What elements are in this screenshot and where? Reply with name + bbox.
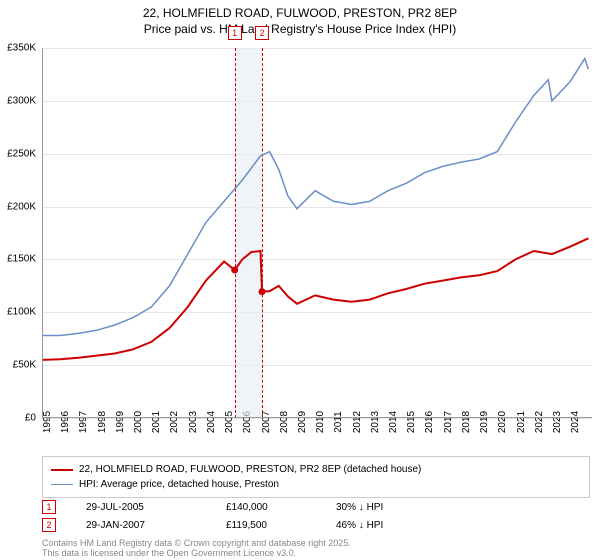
legend-label: 22, HOLMFIELD ROAD, FULWOOD, PRESTON, PR… xyxy=(79,464,421,475)
footer-line-1: Contains HM Land Registry data © Crown c… xyxy=(42,538,351,548)
marker-point xyxy=(231,267,238,274)
title-line-1: 22, HOLMFIELD ROAD, FULWOOD, PRESTON, PR… xyxy=(0,6,600,22)
legend-row: 22, HOLMFIELD ROAD, FULWOOD, PRESTON, PR… xyxy=(51,462,581,477)
marker-box: 1 xyxy=(228,26,242,40)
y-tick-label: £100K xyxy=(0,307,36,318)
legend-swatch xyxy=(51,484,73,486)
y-tick-label: £200K xyxy=(0,201,36,212)
footer-line-2: This data is licensed under the Open Gov… xyxy=(42,548,351,558)
legend: 22, HOLMFIELD ROAD, FULWOOD, PRESTON, PR… xyxy=(42,456,590,498)
title-line-2: Price paid vs. HM Land Registry's House … xyxy=(0,22,600,38)
table-row: 1 29-JUL-2005£140,00030% ↓ HPI xyxy=(42,498,456,516)
y-tick-label: £150K xyxy=(0,254,36,265)
table-row: 2 29-JAN-2007£119,50046% ↓ HPI xyxy=(42,516,456,534)
series-property xyxy=(42,238,588,360)
transaction-marker-box: 2 xyxy=(42,518,56,532)
transaction-date: 29-JUL-2005 xyxy=(86,502,226,513)
transaction-price: £119,500 xyxy=(226,520,336,531)
transaction-date: 29-JAN-2007 xyxy=(86,520,226,531)
marker-box: 2 xyxy=(255,26,269,40)
y-axis-line xyxy=(42,48,43,418)
chart-container: 22, HOLMFIELD ROAD, FULWOOD, PRESTON, PR… xyxy=(0,0,600,560)
transaction-table: 1 29-JUL-2005£140,00030% ↓ HPI 2 29-JAN-200… xyxy=(42,498,456,534)
transaction-delta: 30% ↓ HPI xyxy=(336,502,456,513)
transaction-marker-box: 1 xyxy=(42,500,56,514)
chart-area: £0£50K£100K£150K£200K£250K£300K£350K 199… xyxy=(42,48,592,418)
plot-svg xyxy=(42,48,592,418)
legend-swatch xyxy=(51,469,73,471)
title-block: 22, HOLMFIELD ROAD, FULWOOD, PRESTON, PR… xyxy=(0,0,600,39)
legend-row: HPI: Average price, detached house, Pres… xyxy=(51,477,581,492)
transaction-price: £140,000 xyxy=(226,502,336,513)
transaction-delta: 46% ↓ HPI xyxy=(336,520,456,531)
y-tick-label: £250K xyxy=(0,148,36,159)
marker-point xyxy=(259,288,266,295)
footer: Contains HM Land Registry data © Crown c… xyxy=(42,538,351,559)
series-hpi xyxy=(42,59,588,336)
y-tick-label: £350K xyxy=(0,43,36,54)
y-tick-label: £50K xyxy=(0,360,36,371)
legend-label: HPI: Average price, detached house, Pres… xyxy=(79,479,279,490)
y-tick-label: £300K xyxy=(0,95,36,106)
y-tick-label: £0 xyxy=(0,413,36,424)
x-axis-line xyxy=(42,417,592,418)
